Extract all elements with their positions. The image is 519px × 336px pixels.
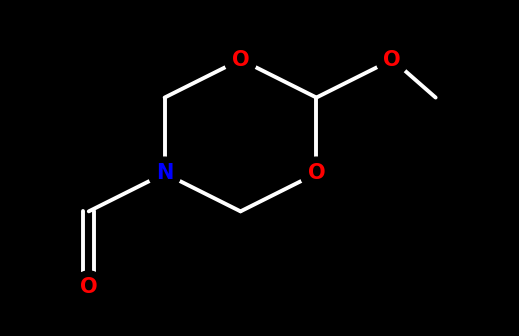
Circle shape bbox=[224, 43, 257, 76]
Text: O: O bbox=[384, 50, 401, 70]
Text: O: O bbox=[80, 277, 98, 297]
Circle shape bbox=[376, 43, 408, 76]
Circle shape bbox=[300, 157, 333, 190]
Text: O: O bbox=[308, 163, 325, 183]
Text: N: N bbox=[156, 163, 173, 183]
Text: O: O bbox=[231, 50, 249, 70]
Circle shape bbox=[148, 157, 181, 190]
Circle shape bbox=[73, 271, 105, 303]
